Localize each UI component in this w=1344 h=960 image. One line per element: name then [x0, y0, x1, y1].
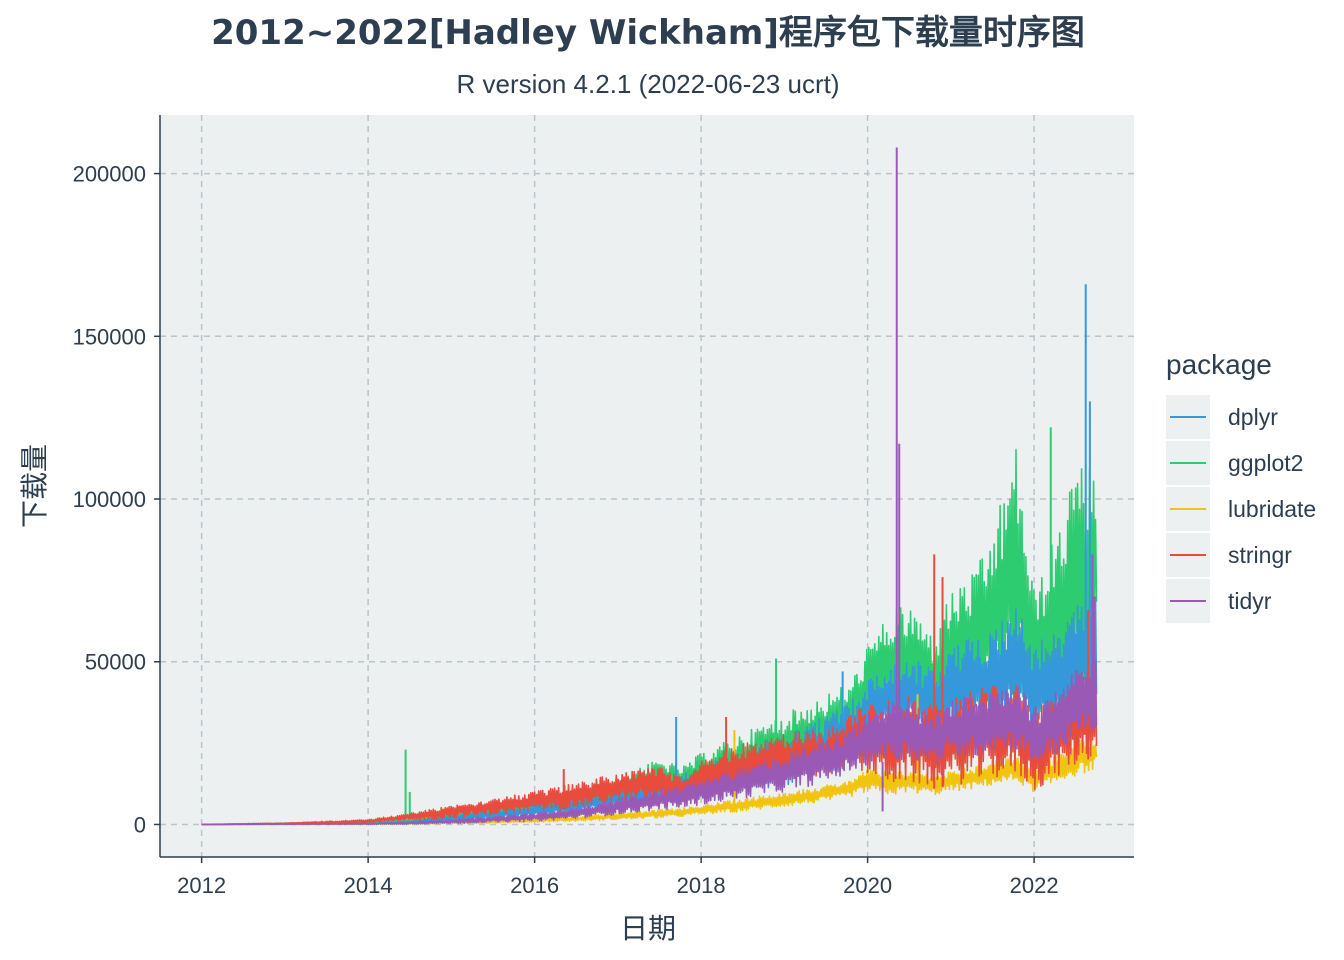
legend-label-stringr: stringr	[1228, 542, 1292, 568]
legend-label-tidyr: tidyr	[1228, 588, 1272, 614]
legend-label-dplyr: dplyr	[1228, 404, 1278, 430]
y-tick-label: 100000	[73, 487, 146, 512]
legend: package dplyr ggplot2 lubridate stringr tidy…	[1166, 349, 1316, 623]
series-line-tidyr	[201, 659, 1098, 826]
y-tick-label: 200000	[73, 162, 146, 187]
y-axis-title: 下载量	[18, 444, 51, 528]
x-tick-label: 2012	[177, 873, 226, 898]
legend-title: package	[1166, 349, 1272, 380]
y-ticks: 0 50000 100000 150000 200000	[73, 162, 160, 837]
chart-title: 2012~2022[Hadley Wickham]程序包下载量时序图	[211, 13, 1085, 53]
chart-subtitle: R version 4.2.1 (2022-06-23 ucrt)	[457, 69, 840, 99]
x-tick-label: 2018	[677, 873, 726, 898]
legend-label-lubridate: lubridate	[1228, 496, 1316, 522]
x-tick-label: 2014	[344, 873, 393, 898]
legend-label-ggplot2: ggplot2	[1228, 450, 1303, 476]
x-ticks: 2012 2014 2016 2018 2020 2022	[177, 857, 1059, 898]
y-tick-label: 0	[134, 812, 146, 837]
x-tick-label: 2016	[510, 873, 559, 898]
y-tick-label: 150000	[73, 324, 146, 349]
series-layer	[201, 147, 1098, 826]
x-axis-title: 日期	[620, 912, 676, 945]
y-tick-label: 50000	[85, 650, 146, 675]
series-line-stringr	[201, 670, 1098, 826]
x-tick-label: 2022	[1010, 873, 1059, 898]
x-tick-label: 2020	[843, 873, 892, 898]
